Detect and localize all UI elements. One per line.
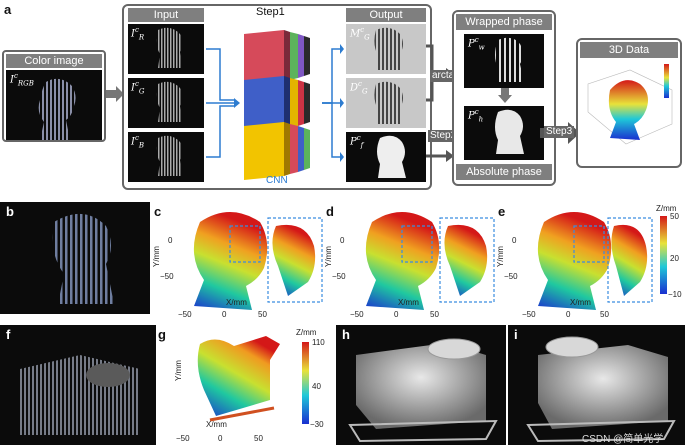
panel-letter-b: b <box>6 204 14 219</box>
output-p-image <box>346 132 426 182</box>
panel-d-plot <box>365 212 495 310</box>
step1-title: Step1 <box>256 6 285 18</box>
panel-letter-e: e <box>498 204 506 219</box>
input-g-image <box>128 78 204 128</box>
panel-d-ytick-1: −50 <box>332 272 346 281</box>
panel-letter-a: a <box>4 2 12 17</box>
panel-d-ytick-0: 0 <box>340 236 345 245</box>
panel-g-xlabel: X/mm <box>206 420 227 429</box>
panel-letter-c: c <box>154 204 162 219</box>
colorbar-g-tick-1: 40 <box>312 382 321 391</box>
arrow-wrapped-to-absolute <box>498 88 512 103</box>
colorbar-g-unit: Z/mm <box>296 328 317 337</box>
panel-e-xtick-1: 0 <box>566 310 571 319</box>
absolute-phase-title: Absolute phase <box>456 164 552 180</box>
colorbar-ce-unit: Z/mm <box>656 204 677 213</box>
panel-g-ylabel: Y/mm <box>173 360 183 381</box>
data3d-plot <box>587 64 673 145</box>
colorbar-g-tick-0: 110 <box>312 338 325 347</box>
panel-letter-h: h <box>342 327 350 342</box>
panel-d-xtick-2: 50 <box>430 310 439 319</box>
panel-e-ytick-1: −50 <box>504 272 518 281</box>
output-title: Output <box>346 8 426 22</box>
panel-e-ytick-0: 0 <box>512 236 517 245</box>
panel-i-image <box>508 325 685 445</box>
panel-e-plot <box>537 212 653 310</box>
panel-e-xlabel: X/mm <box>570 298 591 307</box>
panel-g-xtick-0: −50 <box>176 434 190 443</box>
panel-letter-d: d <box>326 204 334 219</box>
panel-d-xtick-1: 0 <box>394 310 399 319</box>
color-image-box: Color image IcRGB <box>2 50 106 142</box>
output-p-label: Pcf <box>350 134 364 150</box>
colorbar-g <box>302 342 309 424</box>
input-b-image <box>128 132 204 182</box>
panel-letter-f: f <box>6 327 11 342</box>
absolute-phase-label: Pch <box>468 108 484 124</box>
panel-f-image <box>0 325 156 445</box>
panel-c-plot <box>193 212 323 310</box>
panel-b-image <box>0 202 150 314</box>
output-m-image <box>346 24 426 74</box>
bust-fringe-image <box>38 78 76 140</box>
panel-e-ylabel: Y/mm <box>495 246 505 267</box>
colorbar-ce-tick-0: 50 <box>670 212 679 221</box>
panel-d-xlabel: X/mm <box>398 298 419 307</box>
input-r-image <box>128 24 204 74</box>
color-image-photo <box>6 70 102 140</box>
input-b-label: IcB <box>131 134 145 150</box>
panel-e-xtick-0: −50 <box>522 310 536 319</box>
color-image-title: Color image <box>6 54 102 68</box>
colorbar-ce <box>660 216 667 294</box>
wrapped-phase-title: Wrapped phase <box>456 14 552 30</box>
input-r-label: IcR <box>131 26 145 42</box>
output-d-image <box>346 78 426 128</box>
watermark: CSDN @简单光学 <box>582 434 664 445</box>
absolute-phase-image <box>464 106 544 160</box>
panel-c-ylabel: Y/mm <box>151 246 161 267</box>
arrow-color-to-step1 <box>106 86 124 102</box>
panel-h-image <box>336 325 506 445</box>
panel-g-xtick-2: 50 <box>254 434 263 443</box>
cnn-label: CNN <box>266 175 288 186</box>
panel-e-xtick-2: 50 <box>600 310 609 319</box>
panel-c-xtick-2: 50 <box>258 310 267 319</box>
input-title: Input <box>128 8 204 22</box>
panel-c-ytick-0: 0 <box>168 236 173 245</box>
step2-label: Step2 <box>428 130 459 142</box>
input-g-label: IcG <box>131 80 145 96</box>
panel-c-ytick-1: −50 <box>160 272 174 281</box>
output-m-label: McG <box>350 26 370 42</box>
panel-c-xlabel: X/mm <box>226 298 247 307</box>
colorbar-g-tick-2: −30 <box>310 420 324 429</box>
panel-d-ylabel: Y/mm <box>323 246 333 267</box>
panel-c-xtick-1: 0 <box>222 310 227 319</box>
panel-d-xtick-0: −50 <box>350 310 364 319</box>
output-d-label: DcG <box>350 80 368 96</box>
cnn-diagram <box>206 30 344 180</box>
step3-label: Step3 <box>544 126 575 138</box>
colorbar-ce-tick-2: −10 <box>668 290 682 299</box>
panel-g-xtick-1: 0 <box>218 434 223 443</box>
wrapped-phase-image <box>464 34 544 88</box>
panel-letter-g: g <box>158 327 166 342</box>
panel-c-xtick-0: −50 <box>178 310 192 319</box>
color-image-label: IcRGB <box>10 72 34 88</box>
colorbar-ce-tick-1: 20 <box>670 254 679 263</box>
panel-letter-i: i <box>514 327 518 342</box>
wrapped-phase-label: Pcw <box>468 36 485 52</box>
panel-g-plot <box>197 336 280 422</box>
data3d-title: 3D Data <box>580 42 678 58</box>
